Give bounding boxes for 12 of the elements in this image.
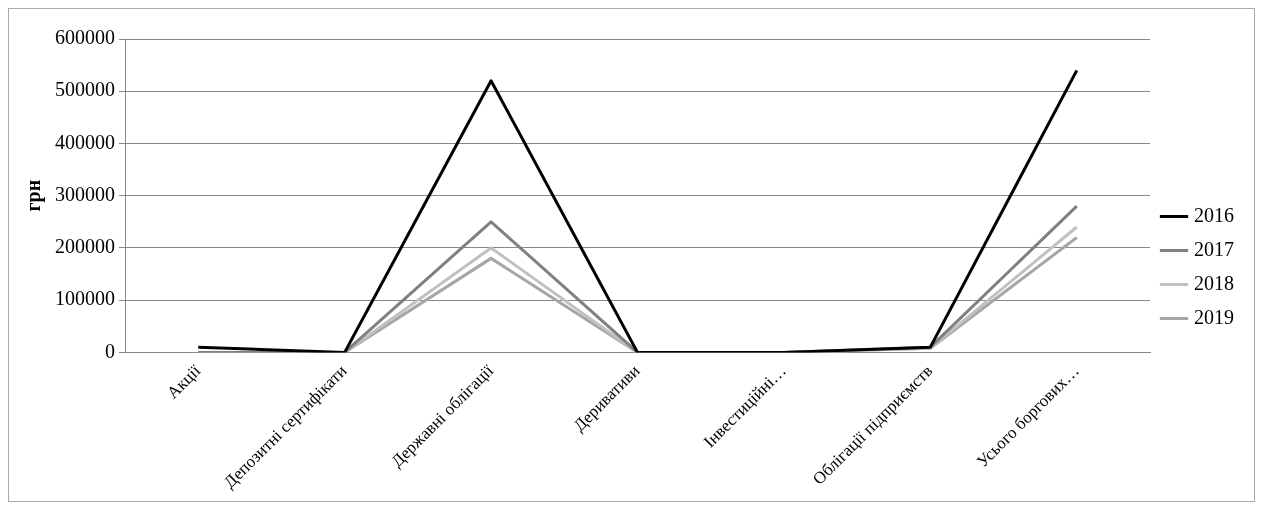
y-axis-title: грн: [22, 179, 46, 212]
y-tick-label: 200000: [55, 235, 115, 258]
y-tick-label: 400000: [55, 130, 115, 153]
y-tick-label: 100000: [55, 287, 115, 310]
legend-label: 2017: [1194, 237, 1234, 260]
legend-label: 2019: [1194, 305, 1234, 328]
y-tick-label: 600000: [55, 26, 115, 49]
y-tick-label: 300000: [55, 182, 115, 205]
legend-label: 2016: [1194, 203, 1234, 226]
y-tick-label: 500000: [55, 78, 115, 101]
y-tick-label: 0: [105, 339, 115, 362]
legend-label: 2018: [1194, 271, 1234, 294]
